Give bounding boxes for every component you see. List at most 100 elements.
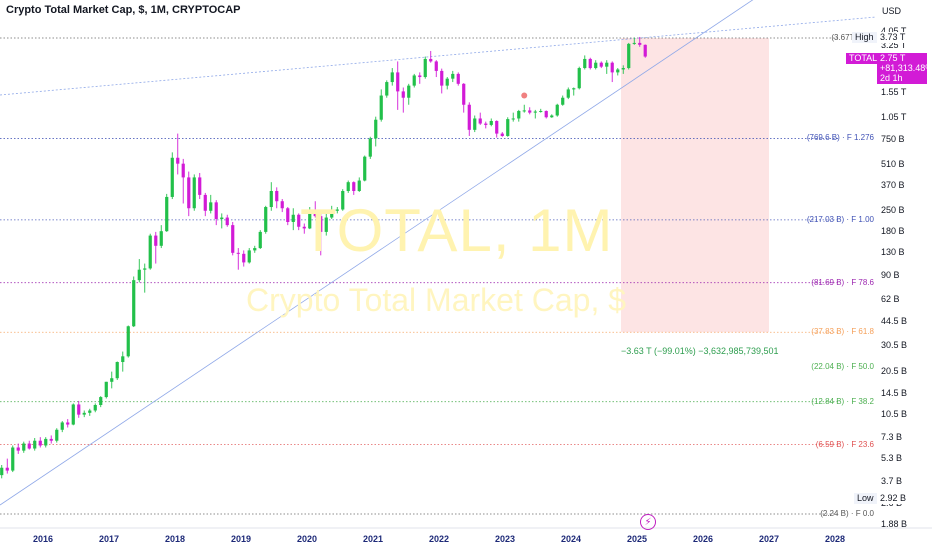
candle-body-89	[467, 104, 471, 130]
fib-label-3: (81.69 B) · F 78.6	[811, 277, 874, 287]
candle-body-82	[429, 58, 433, 62]
candle-body-76	[396, 72, 400, 92]
fib-label-2: (217.03 B) · F 1.00	[806, 214, 874, 224]
candle-body-48	[242, 253, 246, 263]
candle-body-66	[341, 190, 345, 210]
candle-body-28	[132, 280, 136, 327]
fib-label-6: (12.84 B) · F 38.2	[811, 396, 874, 406]
candle-body-114	[605, 62, 609, 67]
candle-body-121	[643, 44, 647, 57]
candle-body-74	[385, 82, 389, 96]
alert-marker	[521, 92, 528, 99]
x-tick-3: 2019	[230, 534, 252, 544]
candle-body-26	[121, 356, 125, 363]
candle-body-116	[616, 69, 620, 73]
candle-body-33	[159, 231, 163, 246]
price-axis-bg	[876, 0, 932, 550]
candle-body-69	[357, 180, 361, 191]
candle-body-46	[231, 225, 235, 253]
candle-body-83	[434, 61, 438, 71]
y-tick-15: 20.5 B	[881, 365, 908, 376]
candle-body-115	[610, 62, 614, 73]
candle-body-16	[66, 422, 70, 425]
candle-body-14	[55, 429, 59, 441]
candle-body-20	[88, 410, 92, 413]
measure-label: −3.63 T (−99.01%) −3,632,985,739,501	[621, 346, 779, 356]
candle-body-54	[275, 190, 279, 202]
x-tick-0: 2016	[32, 534, 54, 544]
symbol-tag: TOTAL	[846, 53, 881, 64]
candle-body-58	[297, 214, 301, 227]
low-label: Low	[854, 493, 877, 504]
candle-body-51	[258, 231, 262, 249]
candle-body-109	[577, 68, 581, 89]
candle-body-63	[324, 217, 328, 232]
candle-body-117	[621, 68, 625, 70]
y-tick-22: 1.88 B	[881, 519, 908, 530]
y-tick-20: 3.7 B	[881, 475, 903, 486]
y-tick-11: 90 B	[881, 270, 900, 281]
x-tick-10: 2026	[692, 534, 714, 544]
lightning-icon[interactable]: ⚡	[640, 514, 656, 530]
x-tick-9: 2025	[626, 534, 648, 544]
fib-label-4: (37.83 B) · F 61.8	[811, 327, 874, 337]
candle-body-79	[412, 75, 416, 86]
candle-body-36	[176, 157, 180, 164]
fib-label-8: (2.24 B) · F 0.0	[820, 509, 874, 518]
candle-body-9	[27, 443, 31, 449]
x-tick-5: 2021	[362, 534, 384, 544]
candle-body-60	[308, 209, 312, 229]
candle-body-90	[473, 118, 477, 130]
y-tick-1: 3.25 T	[881, 39, 907, 50]
candle-body-81	[423, 58, 427, 78]
candle-body-17	[71, 404, 75, 425]
chart-title: Crypto Total Market Cap, $, 1M, CRYPTOCA…	[6, 4, 241, 16]
candle-body-39	[192, 177, 196, 209]
y-tick-5: 750 B	[881, 134, 905, 145]
candle-body-71	[368, 138, 372, 157]
x-tick-4: 2020	[296, 534, 318, 544]
candle-body-40	[198, 177, 202, 195]
y-tick-3: 1.55 T	[881, 87, 907, 98]
y-tick-16: 14.5 B	[881, 387, 908, 398]
y-tick-6: 510 B	[881, 158, 905, 169]
candle-body-111	[588, 58, 592, 69]
watermark-description: Crypto Total Market Cap, $	[246, 282, 627, 318]
change-tag: +81,313.48%	[877, 63, 932, 74]
candle-body-91	[478, 118, 482, 124]
candle-body-25	[115, 362, 119, 379]
candle-body-52	[264, 207, 268, 232]
candle-body-62	[319, 216, 323, 232]
y-tick-14: 30.5 B	[881, 340, 908, 351]
countdown-tag: 2d 1h	[877, 73, 927, 84]
candle-body-78	[407, 85, 411, 98]
x-tick-12: 2028	[824, 534, 846, 544]
candle-body-67	[346, 182, 350, 191]
candle-body-68	[352, 182, 356, 191]
candle-body-80	[418, 75, 422, 78]
low-value: 2.92 B	[877, 493, 925, 504]
y-tick-19: 5.3 B	[881, 452, 903, 463]
candle-body-19	[82, 412, 86, 415]
candle-body-42	[209, 202, 213, 211]
fib-label-1: (769.6 B) · F 1.276	[806, 133, 874, 143]
candle-body-34	[165, 196, 169, 232]
candle-body-15	[60, 422, 64, 430]
trend-line-lower	[0, 0, 754, 506]
candle-body-45	[225, 217, 229, 226]
candle-body-22	[99, 397, 103, 405]
candle-body-65	[335, 209, 339, 211]
x-tick-11: 2027	[758, 534, 780, 544]
candle-body-8	[22, 443, 26, 451]
candle-body-4	[0, 467, 4, 476]
candle-body-100	[528, 110, 532, 113]
candle-body-7	[16, 447, 20, 451]
candle-body-93	[489, 120, 493, 125]
candle-body-86	[451, 73, 455, 79]
fib-label-5: (22.04 B) · F 50.0	[811, 361, 874, 371]
currency-label[interactable]: USD	[882, 6, 902, 16]
candle-body-119	[632, 42, 636, 44]
candle-body-5	[5, 467, 9, 471]
candle-body-85	[445, 78, 449, 86]
